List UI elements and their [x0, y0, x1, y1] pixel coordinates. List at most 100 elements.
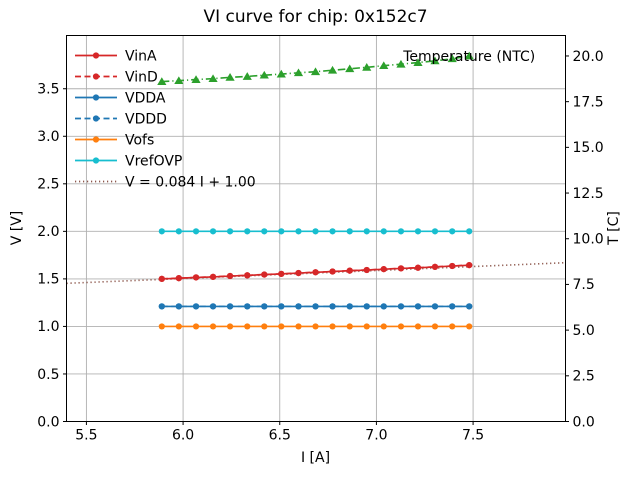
legend-marker-sample [92, 94, 100, 101]
series-marker [295, 228, 302, 235]
temperature-annotation: Temperature (NTC) [402, 49, 535, 65]
series-marker [345, 64, 355, 73]
series-marker [244, 272, 251, 279]
series-marker [293, 68, 304, 77]
legend-label: VrefOVP [125, 153, 182, 169]
series-marker [310, 67, 321, 76]
series-VrefOVP [158, 228, 473, 235]
x-tick-label: 6.5 [269, 428, 291, 444]
series-marker [295, 323, 302, 330]
series-marker [174, 76, 184, 85]
series-VinD [158, 262, 473, 282]
series-marker [414, 303, 422, 310]
series-marker [431, 263, 439, 270]
series-marker [278, 323, 285, 330]
legend-marker-sample [92, 136, 100, 143]
series-marker [363, 266, 370, 274]
series-marker [329, 323, 336, 330]
series-marker [312, 303, 319, 310]
y-right-tick-label: 15.0 [573, 140, 604, 156]
series-marker [397, 303, 405, 310]
series-marker [158, 275, 165, 282]
legend: VinA VinD VDDA VDDD Vofs VrefOVP V = 0.084 I +… [75, 48, 256, 190]
y-left-tick-label: 2.5 [37, 177, 59, 193]
legend-label: Vofs [125, 132, 154, 148]
series-marker [226, 323, 234, 330]
series-marker [379, 61, 389, 70]
y-left-tick-label: 0.5 [37, 367, 59, 383]
series-marker [244, 303, 251, 310]
series-marker [209, 323, 217, 330]
series-marker [261, 271, 268, 278]
series-marker [414, 323, 422, 330]
y-axis-label-right: T [C] [606, 211, 622, 245]
series-marker [192, 228, 200, 235]
series-marker [226, 272, 234, 280]
x-tick-label: 7.0 [365, 428, 387, 444]
y-right-tick-label: 20.0 [573, 49, 604, 65]
axis-ticks: 5.5 6.0 6.5 7.0 7.5 0.0 0.5 1.0 1.5 2.0 2.5 3.0 3.5 0… [37, 49, 603, 444]
series-marker [276, 69, 286, 78]
series-marker [175, 228, 182, 235]
plot-box [66, 35, 566, 422]
series-marker [397, 265, 405, 272]
series-marker [363, 303, 370, 310]
x-tick-label: 6.0 [172, 428, 194, 444]
series-marker [449, 228, 456, 235]
legend-item: VinD [75, 69, 158, 85]
series-marker [329, 303, 336, 310]
series-marker [431, 323, 439, 330]
series-marker [362, 63, 372, 71]
series-marker [209, 228, 217, 235]
series-marker [209, 303, 217, 310]
series-marker [175, 323, 182, 330]
y-right-tick-label: 0.0 [573, 414, 595, 430]
x-tick-label: 7.5 [462, 428, 484, 444]
series-marker [380, 265, 387, 273]
series-marker [447, 54, 457, 63]
series-marker [346, 267, 353, 274]
y-right-tick-label: 7.5 [573, 277, 595, 293]
series-marker [329, 268, 336, 275]
legend-item: VDDD [75, 111, 167, 127]
y-left-tick-label: 0.0 [37, 414, 59, 430]
series-marker [414, 264, 422, 271]
series-marker [363, 228, 370, 235]
series-marker [327, 65, 338, 74]
series-marker [466, 323, 473, 330]
series-marker [329, 228, 336, 235]
legend-item: Vofs [75, 132, 154, 148]
series-marker [431, 228, 439, 235]
series-marker [380, 303, 387, 310]
legend-label: VinD [125, 69, 158, 85]
y-right-tick-label: 17.5 [573, 94, 604, 110]
legend-label: VinA [125, 48, 157, 64]
series-marker [244, 323, 251, 330]
series-marker [192, 303, 200, 310]
chart-title: VI curve for chip: 0x152c7 [203, 7, 428, 27]
series-marker [363, 323, 370, 330]
series-marker [278, 303, 285, 310]
series-marker [157, 77, 167, 85]
series-marker [312, 269, 319, 276]
series-marker [242, 72, 252, 80]
x-tick-label: 5.5 [75, 428, 97, 444]
y-right-tick-label: 2.5 [573, 369, 595, 385]
y-right-tick-label: 5.0 [573, 323, 595, 339]
legend-item: VDDA [75, 90, 166, 106]
y-left-tick-label: 3.0 [37, 129, 59, 145]
series-marker [259, 70, 269, 79]
series-marker [414, 228, 422, 235]
legend-item: VrefOVP [75, 153, 182, 169]
y-left-tick-label: 1.5 [37, 272, 59, 288]
series-marker [261, 303, 268, 310]
series-marker [312, 228, 319, 235]
series-VDDD [158, 303, 473, 310]
series-marker [226, 228, 234, 235]
series-Vofs [158, 323, 473, 330]
series-marker [449, 303, 456, 310]
series-marker [192, 274, 200, 281]
series-marker [466, 303, 473, 310]
series-marker [191, 75, 201, 83]
series-marker [244, 228, 251, 235]
